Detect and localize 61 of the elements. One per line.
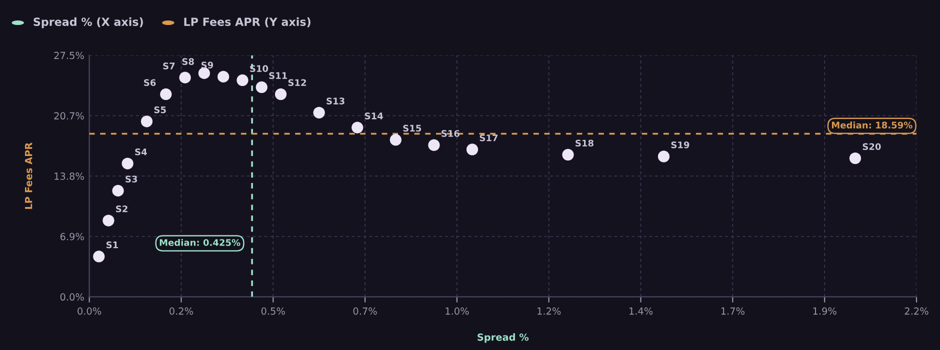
x-tick-label: 1.0%: [446, 307, 469, 315]
point: [122, 158, 134, 170]
point: [256, 81, 268, 94]
point: [562, 148, 574, 161]
point: [274, 88, 287, 100]
annotation: S4: [135, 148, 147, 156]
x-tick-label: 1.7%: [721, 307, 744, 315]
point: [102, 214, 114, 226]
annotation: S20: [862, 143, 881, 150]
annotation: S15: [403, 124, 422, 132]
point: [93, 250, 105, 262]
point: [160, 88, 172, 100]
annotation: S11: [269, 72, 288, 80]
x-tick-label: 1.4%: [629, 307, 653, 315]
annotation: S7: [163, 62, 175, 70]
point: [466, 144, 478, 156]
y-tick-label: 13.8%: [54, 172, 84, 180]
point: [390, 134, 402, 146]
y-tick-label: 6.9%: [60, 232, 84, 240]
annotation: S3: [126, 176, 138, 182]
annotation: S1: [106, 241, 118, 248]
annotation: S10: [250, 65, 268, 72]
annotation: S14: [364, 112, 383, 120]
annotation: S9: [201, 62, 214, 68]
point: [236, 74, 248, 86]
x-tick-label: 0.7%: [353, 307, 377, 315]
y-tick-label: 0.0%: [60, 293, 84, 301]
x-tick-label: 2.2%: [904, 307, 928, 315]
annotation: S2: [116, 205, 128, 212]
annotation: S16: [442, 130, 460, 137]
x-tick-label: 1.9%: [813, 307, 836, 315]
point: [179, 72, 191, 84]
y-tick-label: 27.5%: [54, 52, 84, 60]
annotation: S8: [182, 58, 194, 65]
x-tick-label: 1.2%: [538, 307, 561, 315]
point: [428, 139, 440, 151]
annotation: S6: [144, 79, 156, 86]
annotation: S12: [288, 79, 306, 86]
point: [658, 150, 670, 162]
annotation: S19: [671, 141, 690, 148]
x-axis-title: Spread %: [478, 333, 529, 343]
text: Spread % (X axis): [34, 17, 143, 28]
x-tick-label: 0.2%: [170, 307, 194, 315]
x-tick-label: 0.0%: [78, 307, 102, 315]
annotation: S5: [154, 106, 166, 114]
y-axis-title: LP Fees APR: [25, 142, 32, 209]
point: [112, 184, 124, 197]
ref-line-label: Median: 18.59%: [832, 122, 912, 129]
point: [352, 122, 364, 134]
x-tick-label: 0.5%: [261, 307, 285, 315]
annotation: S17: [480, 134, 498, 142]
annotation: S18: [576, 140, 594, 147]
text: LP Fees APR (Y axis): [184, 17, 310, 28]
point: [198, 67, 210, 79]
y-tick-label: 20.7%: [54, 112, 84, 120]
point: [849, 152, 862, 164]
ref-line-label: Median: 0.425%: [160, 238, 240, 246]
annotation: S13: [326, 98, 344, 104]
point: [218, 70, 230, 83]
point: [313, 106, 325, 118]
point: [140, 116, 153, 128]
